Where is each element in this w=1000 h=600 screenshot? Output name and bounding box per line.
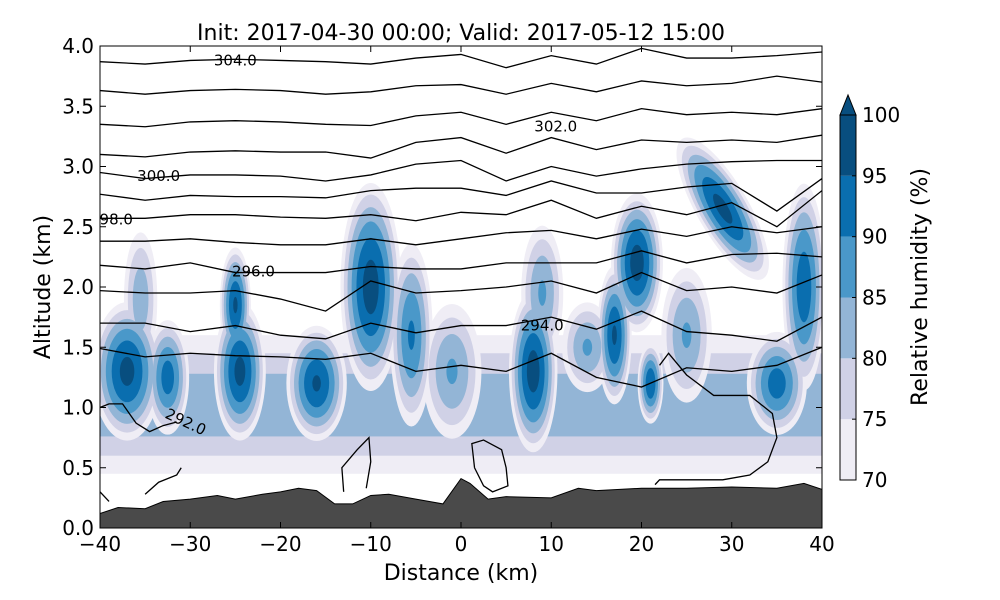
rh-cell-7-level-90: [407, 320, 415, 350]
y-tick-label: 3.5: [62, 94, 94, 118]
y-tick-label: 4.0: [62, 34, 94, 58]
contour-label: 98.0: [100, 211, 133, 229]
rh-cell-3-level-95: [234, 356, 246, 386]
contour-label: 296.0: [232, 262, 275, 280]
colorbar-segment-80: [840, 297, 856, 359]
theta-line-293: [100, 346, 822, 388]
x-tick-label: −30: [169, 532, 211, 556]
rh-cell-18-level-90: [768, 368, 786, 399]
rh-cell-4-level-95: [233, 296, 238, 314]
colorbar-tick-label: 95: [862, 164, 887, 188]
theta-line-297: [100, 226, 822, 246]
theta-line-299: [100, 178, 822, 212]
x-tick-label: 20: [629, 532, 654, 556]
colorbar-segment-85: [840, 236, 856, 298]
colorbar-segment-95: [840, 115, 856, 176]
x-tick-label: 10: [539, 532, 564, 556]
colorbar-label: Relative humidity (%): [908, 168, 933, 406]
rh-cell-6-level-95: [362, 259, 379, 315]
theta-line-292-seg-5: [654, 352, 778, 486]
colorbar-tick-label: 85: [862, 286, 887, 310]
theta-line-302: [100, 107, 822, 128]
contour-label: 294.0: [521, 317, 564, 335]
theta-line-292-seg-2: [144, 467, 182, 495]
rh-cell-9-level-95: [526, 350, 540, 393]
theta-line-296: [100, 250, 822, 274]
rh-cell-11-level-85: [582, 338, 593, 356]
y-tick-label: 2.0: [62, 275, 94, 299]
y-tick-label: 0.0: [62, 516, 94, 540]
x-tick-label: −40: [79, 532, 121, 556]
colorbar-tick-label: 80: [862, 346, 887, 370]
rh-cell-1-level-90: [161, 360, 175, 395]
theta-line-303: [100, 75, 822, 95]
y-tick-label: 0.5: [62, 456, 94, 480]
terrain: [100, 477, 822, 528]
contour-label: 304.0: [214, 51, 257, 69]
x-tick-label: −10: [350, 532, 392, 556]
x-tick-label: −20: [259, 532, 301, 556]
x-axis-label: Distance (km): [384, 561, 539, 586]
theta-line-301: [100, 134, 822, 159]
y-tick-label: 3.0: [62, 155, 94, 179]
x-tick-label: 40: [809, 532, 834, 556]
contour-label: 302.0: [534, 118, 577, 136]
rh-cell-15-level-85: [681, 322, 692, 348]
theta-line-295: [100, 271, 822, 312]
colorbar: 70 75 80 85 90 95 100: [839, 93, 900, 492]
theta-line-304: [100, 47, 822, 69]
theta-line-300: [100, 159, 822, 182]
terrain-profile: [100, 477, 822, 528]
colorbar-tick-label: 100: [862, 103, 900, 127]
rh-cell-10-level-85: [538, 280, 547, 306]
colorbar-tick-label: 75: [862, 407, 887, 431]
colorbar-segment-70: [840, 419, 856, 480]
contour-label: 300.0: [137, 167, 180, 185]
rh-cell-2-level-80: [132, 267, 149, 331]
colorbar-segment-90: [840, 175, 856, 237]
colorbar-tick-label: 90: [862, 225, 887, 249]
rh-filled-contours: [100, 137, 822, 474]
colorbar-extend-arrow: [839, 93, 857, 116]
x-tick-label: 0: [455, 532, 468, 556]
y-axis-label: Altitude (km): [31, 215, 56, 359]
theta-line-292-seg-3: [341, 436, 372, 492]
theta-line-292-seg-1: [100, 491, 110, 502]
rh-cell-5-level-95: [312, 375, 321, 392]
theta-contour-lines: [100, 47, 822, 502]
theta-line-298: [100, 190, 822, 228]
x-tick-label: 30: [719, 532, 744, 556]
y-tick-label: 2.5: [62, 215, 94, 239]
x-axis-ticks: −40 −30 −20 −10 0 10 20 30 40: [79, 46, 835, 556]
rh-cell-8-level-85: [446, 358, 458, 385]
theta-line-292-seg-4: [471, 439, 509, 493]
theta-line-294: [100, 310, 822, 342]
y-tick-label: 1.5: [62, 335, 94, 359]
rh-cell-16-level-95: [713, 193, 733, 224]
rh-cell-12-level-95: [630, 244, 644, 282]
chart-title: Init: 2017-04-30 00:00; Valid: 2017-05-1…: [197, 21, 725, 46]
y-axis-ticks: 0.0 0.5 1.0 1.5 2.0 2.5 3.0 3.5 4.0: [62, 34, 822, 540]
colorbar-tick-label: 70: [862, 468, 887, 492]
y-tick-label: 1.0: [62, 396, 94, 420]
rh-cell-13-level-95: [611, 325, 617, 345]
theta-line-292-seg-0: [100, 403, 177, 433]
rh-cell-0-level-95: [119, 356, 135, 386]
rh-cell-17-level-90: [796, 251, 812, 323]
colorbar-segment-75: [840, 358, 856, 420]
